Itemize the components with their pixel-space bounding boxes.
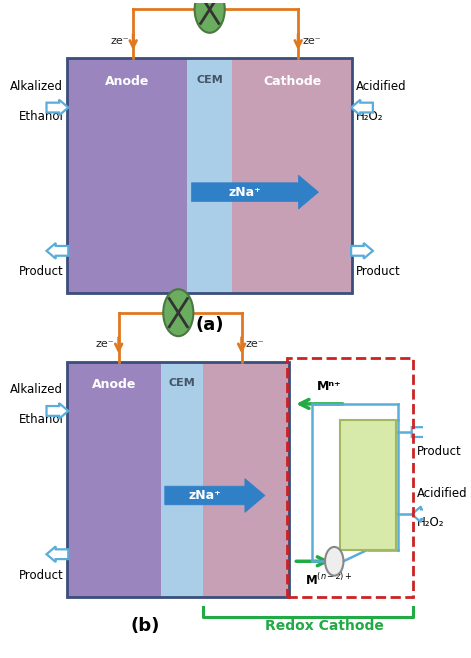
Text: Acidified: Acidified bbox=[356, 80, 407, 93]
Text: zNa⁺: zNa⁺ bbox=[188, 489, 221, 502]
Text: H₂O₂: H₂O₂ bbox=[417, 517, 444, 529]
Polygon shape bbox=[351, 100, 373, 115]
Bar bbox=[233, 59, 352, 293]
Circle shape bbox=[195, 0, 225, 33]
Polygon shape bbox=[47, 403, 68, 418]
Text: CEM: CEM bbox=[196, 74, 223, 84]
Circle shape bbox=[163, 290, 194, 336]
Bar bbox=[340, 420, 396, 549]
Text: Anode: Anode bbox=[105, 74, 149, 88]
Polygon shape bbox=[412, 424, 433, 440]
Bar bbox=[161, 362, 203, 597]
Text: zNa⁺: zNa⁺ bbox=[228, 186, 261, 199]
Text: Anode: Anode bbox=[92, 378, 136, 391]
Polygon shape bbox=[192, 175, 318, 209]
Text: ze⁻: ze⁻ bbox=[110, 36, 129, 46]
Text: Product: Product bbox=[356, 265, 401, 278]
Text: Ethanol: Ethanol bbox=[18, 109, 63, 122]
Bar bbox=[287, 359, 413, 597]
Polygon shape bbox=[351, 243, 373, 259]
Bar bbox=[67, 59, 352, 293]
Polygon shape bbox=[412, 507, 433, 522]
Text: Mⁿ⁺: Mⁿ⁺ bbox=[317, 380, 341, 393]
Text: ze⁻: ze⁻ bbox=[302, 36, 321, 46]
Text: Redox Cathode: Redox Cathode bbox=[265, 619, 384, 633]
Text: Ethanol: Ethanol bbox=[18, 413, 63, 426]
Bar bbox=[67, 59, 187, 293]
Bar bbox=[67, 362, 161, 597]
Text: Product: Product bbox=[417, 445, 462, 458]
Bar bbox=[203, 362, 289, 597]
Text: ze⁻: ze⁻ bbox=[96, 340, 114, 349]
Text: M$^{(n-z)+}$: M$^{(n-z)+}$ bbox=[305, 572, 352, 588]
Polygon shape bbox=[47, 546, 68, 562]
Text: ze⁻: ze⁻ bbox=[246, 340, 264, 349]
Polygon shape bbox=[165, 478, 265, 513]
Text: Alkalized: Alkalized bbox=[10, 383, 63, 396]
Text: (a): (a) bbox=[195, 316, 224, 334]
Text: Alkalized: Alkalized bbox=[10, 80, 63, 93]
Bar bbox=[187, 59, 233, 293]
Text: Product: Product bbox=[18, 569, 63, 582]
Text: Cathode: Cathode bbox=[263, 74, 321, 88]
Bar bbox=[67, 362, 289, 597]
Text: CEM: CEM bbox=[168, 378, 195, 388]
Text: H₂O₂: H₂O₂ bbox=[356, 109, 383, 122]
Text: (b): (b) bbox=[130, 617, 160, 636]
Polygon shape bbox=[47, 100, 68, 115]
Text: Product: Product bbox=[18, 265, 63, 278]
Polygon shape bbox=[47, 243, 68, 259]
Text: Acidified: Acidified bbox=[417, 487, 467, 500]
Circle shape bbox=[325, 547, 343, 576]
